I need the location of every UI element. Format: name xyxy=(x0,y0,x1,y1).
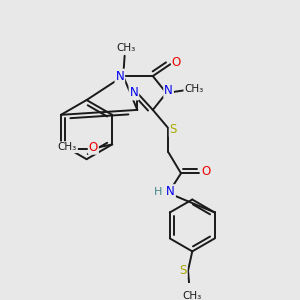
Text: O: O xyxy=(201,165,210,178)
Text: S: S xyxy=(170,123,177,136)
Text: S: S xyxy=(179,264,187,277)
Text: N: N xyxy=(116,70,124,83)
Text: O: O xyxy=(89,141,98,154)
Text: CH₃: CH₃ xyxy=(116,43,136,53)
Text: CH₃: CH₃ xyxy=(58,142,77,152)
Text: N: N xyxy=(130,86,138,100)
Text: N: N xyxy=(166,185,175,198)
Text: N: N xyxy=(164,84,173,97)
Text: H: H xyxy=(154,187,163,196)
Text: O: O xyxy=(172,56,181,69)
Text: CH₃: CH₃ xyxy=(183,291,202,300)
Text: CH₃: CH₃ xyxy=(184,84,204,94)
